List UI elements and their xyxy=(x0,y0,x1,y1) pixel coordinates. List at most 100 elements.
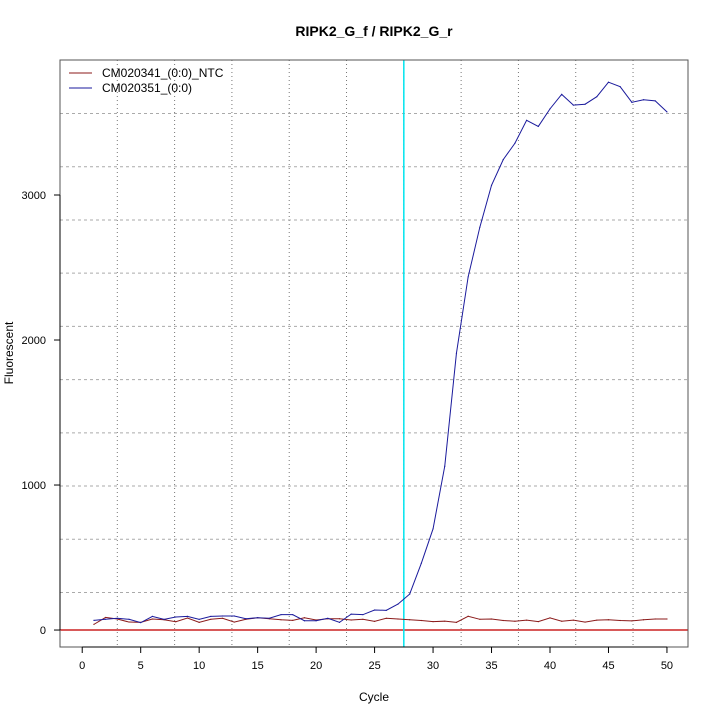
plot-frame xyxy=(59,59,689,648)
data-point xyxy=(175,621,177,623)
data-point xyxy=(561,93,563,95)
data-point xyxy=(420,619,422,622)
x-tick-label: 25 xyxy=(368,660,380,672)
legend-label-sample: CM020351_(0:0) xyxy=(102,81,192,95)
data-point xyxy=(198,621,200,623)
data-point xyxy=(444,620,446,622)
data-point xyxy=(432,621,434,623)
x-axis-label: Cycle xyxy=(359,690,389,704)
data-point xyxy=(350,619,352,621)
x-tick-label: 15 xyxy=(252,660,264,672)
data-point xyxy=(362,614,364,616)
data-point xyxy=(631,101,633,103)
data-point xyxy=(303,620,306,622)
data-point xyxy=(420,562,422,564)
data-point xyxy=(186,615,189,618)
data-point xyxy=(280,619,282,621)
x-tick-label: 5 xyxy=(138,660,144,672)
data-point xyxy=(221,617,224,619)
data-point xyxy=(432,528,434,530)
data-point xyxy=(397,603,399,605)
data-point xyxy=(280,614,282,616)
data-point xyxy=(514,620,516,622)
data-point xyxy=(666,111,668,113)
y-tick-label: 3000 xyxy=(22,190,46,202)
data-point xyxy=(596,96,598,98)
data-point xyxy=(607,619,610,621)
plot-marks xyxy=(60,60,688,647)
data-point xyxy=(292,614,294,616)
data-point xyxy=(303,617,306,619)
x-tick-label: 45 xyxy=(602,660,614,672)
data-point xyxy=(561,620,563,622)
data-point xyxy=(93,619,95,621)
data-point xyxy=(607,81,610,83)
data-point xyxy=(210,615,212,618)
data-point xyxy=(455,621,458,623)
x-tick-label: 35 xyxy=(485,660,497,672)
x-tick-label: 30 xyxy=(427,660,439,672)
data-point xyxy=(537,125,539,128)
data-point xyxy=(350,613,352,615)
data-point xyxy=(373,609,376,611)
x-tick-label: 10 xyxy=(193,660,205,672)
data-point xyxy=(151,615,153,618)
axes: 0 5 10 15 20 25 30 35 40 45 50 0 1000 2000 3000 xyxy=(22,190,674,672)
data-point xyxy=(572,104,574,106)
data-point xyxy=(93,623,95,625)
data-point xyxy=(233,621,235,623)
data-point xyxy=(128,621,130,623)
data-point xyxy=(467,615,469,617)
data-point xyxy=(444,465,446,467)
data-point xyxy=(502,159,504,161)
x-tick-label: 20 xyxy=(310,660,322,672)
series-line-sample xyxy=(93,81,668,624)
data-point xyxy=(292,619,294,621)
data-point xyxy=(549,617,551,619)
data-point xyxy=(654,100,656,102)
data-point xyxy=(479,226,481,228)
data-point xyxy=(268,617,270,619)
data-point xyxy=(245,618,247,620)
data-point xyxy=(596,619,598,621)
data-point xyxy=(642,619,645,621)
y-tick-label: 2000 xyxy=(22,335,46,347)
data-point xyxy=(163,618,165,620)
x-tick-label: 40 xyxy=(544,660,556,672)
y-tick-label: 1000 xyxy=(22,480,46,492)
data-point xyxy=(666,618,668,620)
data-point xyxy=(198,618,200,620)
chart-title: RIPK2_G_f / RIPK2_G_r xyxy=(295,23,453,39)
data-point xyxy=(514,142,516,144)
data-point xyxy=(549,108,551,110)
data-point xyxy=(654,618,656,620)
x-tick-label: 0 xyxy=(79,660,85,672)
data-point xyxy=(338,621,341,623)
data-point xyxy=(338,618,341,620)
x-tick-label: 50 xyxy=(661,660,673,672)
data-point xyxy=(502,619,504,622)
data-point xyxy=(128,618,130,620)
legend-label-ntc: CM020341_(0:0)_NTC xyxy=(102,66,224,80)
data-point xyxy=(221,615,224,617)
data-point xyxy=(362,618,364,620)
data-point xyxy=(526,619,528,621)
data-point xyxy=(186,617,189,619)
legend: CM020341_(0:0)_NTC CM020351_(0:0) xyxy=(69,66,224,95)
data-point xyxy=(455,352,458,354)
data-point xyxy=(373,620,376,622)
data-point xyxy=(619,86,621,88)
data-point xyxy=(467,276,469,278)
data-point xyxy=(526,119,528,121)
data-point xyxy=(537,621,539,623)
y-axis-label: Fluorescent xyxy=(2,321,16,384)
data-point xyxy=(572,619,574,621)
data-point xyxy=(385,617,387,619)
grid xyxy=(60,60,688,647)
data-point xyxy=(642,99,645,101)
data-point xyxy=(257,617,259,619)
data-point xyxy=(151,618,153,620)
data-point xyxy=(409,593,411,595)
data-point xyxy=(409,619,411,621)
